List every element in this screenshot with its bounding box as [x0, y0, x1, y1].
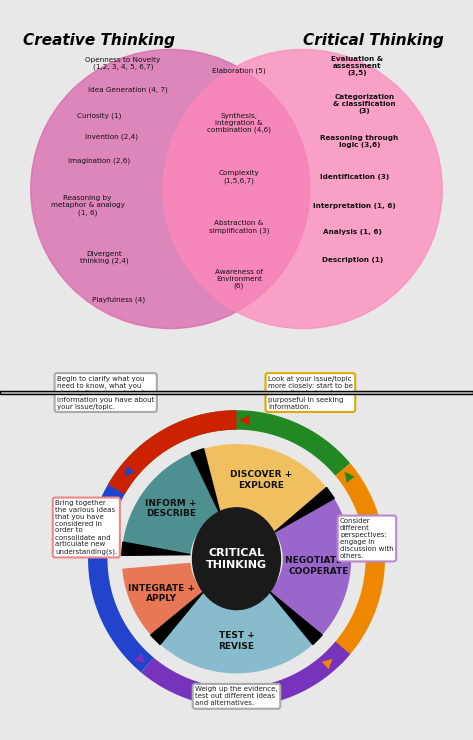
Text: Begin to clarify what you
need to know, what you
already 'know', and what
inform: Begin to clarify what you need to know, …: [57, 376, 154, 409]
Circle shape: [31, 50, 310, 329]
Text: Categorization
& classification
(3): Categorization & classification (3): [333, 94, 395, 114]
Text: Interpretation (1, 6): Interpretation (1, 6): [314, 203, 396, 209]
Text: Description (1): Description (1): [322, 257, 383, 263]
Text: Analysis (1, 6): Analysis (1, 6): [323, 229, 382, 235]
Text: Openness to Novelty
(1,2, 3, 4, 5, 6,7): Openness to Novelty (1,2, 3, 4, 5, 6,7): [85, 57, 161, 70]
Text: NEGOTIATE +
COOPERATE: NEGOTIATE + COOPERATE: [285, 556, 352, 576]
Text: Invention (2,4): Invention (2,4): [85, 134, 138, 140]
Text: TEST +
REVISE: TEST + REVISE: [219, 631, 254, 650]
Polygon shape: [269, 591, 322, 645]
Text: Creative Thinking: Creative Thinking: [23, 33, 175, 48]
Text: Identification (3): Identification (3): [320, 174, 389, 180]
Polygon shape: [191, 448, 221, 515]
Text: Bring together
the various ideas
that you have
considered in
order to
consolidat: Bring together the various ideas that yo…: [55, 500, 117, 555]
Text: Divergent
thinking (2,4): Divergent thinking (2,4): [80, 251, 128, 264]
Polygon shape: [122, 562, 204, 640]
Text: Complexity
(1,5,6,7): Complexity (1,5,6,7): [219, 170, 259, 184]
Text: Imagination (2,6): Imagination (2,6): [68, 158, 131, 164]
Ellipse shape: [193, 508, 280, 610]
Text: DISCOVER +
EXPLORE: DISCOVER + EXPLORE: [230, 471, 292, 490]
Polygon shape: [156, 591, 317, 673]
Text: Consider
different
perspectives:
engage in
discussion with
others.: Consider different perspectives: engage …: [340, 518, 394, 559]
Text: Playfulness (4): Playfulness (4): [92, 297, 145, 303]
Polygon shape: [274, 488, 334, 532]
Text: Look at your issue/topic
more closely: start to be
more directed and
purposeful : Look at your issue/topic more closely: s…: [268, 376, 353, 409]
Polygon shape: [197, 444, 331, 532]
Text: Curiosity (1): Curiosity (1): [77, 112, 122, 119]
Text: INTEGRATE +
APPLY: INTEGRATE + APPLY: [128, 584, 195, 603]
Text: Abstraction &
simplification (3): Abstraction & simplification (3): [209, 220, 269, 234]
Circle shape: [163, 50, 442, 329]
Polygon shape: [269, 493, 351, 640]
Text: Critical Thinking: Critical Thinking: [303, 33, 444, 48]
Text: Reasoning through
logic (3,6): Reasoning through logic (3,6): [320, 135, 399, 148]
Text: Synthesis,
integration &
combination (4,6): Synthesis, integration & combination (4,…: [207, 112, 271, 133]
Text: Evaluation &
assessment
(3,5): Evaluation & assessment (3,5): [331, 56, 383, 76]
Text: Idea Generation (4, 7): Idea Generation (4, 7): [88, 87, 167, 93]
Text: CRITICAL
THINKING: CRITICAL THINKING: [206, 548, 267, 570]
Polygon shape: [122, 451, 221, 555]
Polygon shape: [151, 591, 204, 645]
Text: INFORM +
DESCRIBE: INFORM + DESCRIBE: [145, 499, 197, 518]
Text: Awareness of
Environment
(6): Awareness of Environment (6): [215, 269, 263, 289]
Text: Reasoning by
metaphor & analogy
(1, 6): Reasoning by metaphor & analogy (1, 6): [51, 195, 124, 216]
Polygon shape: [122, 542, 191, 555]
Text: Weigh up the evidence,
test out different ideas
and alternatives.: Weigh up the evidence, test out differen…: [195, 687, 278, 707]
Text: Elaboration (5): Elaboration (5): [212, 67, 266, 74]
